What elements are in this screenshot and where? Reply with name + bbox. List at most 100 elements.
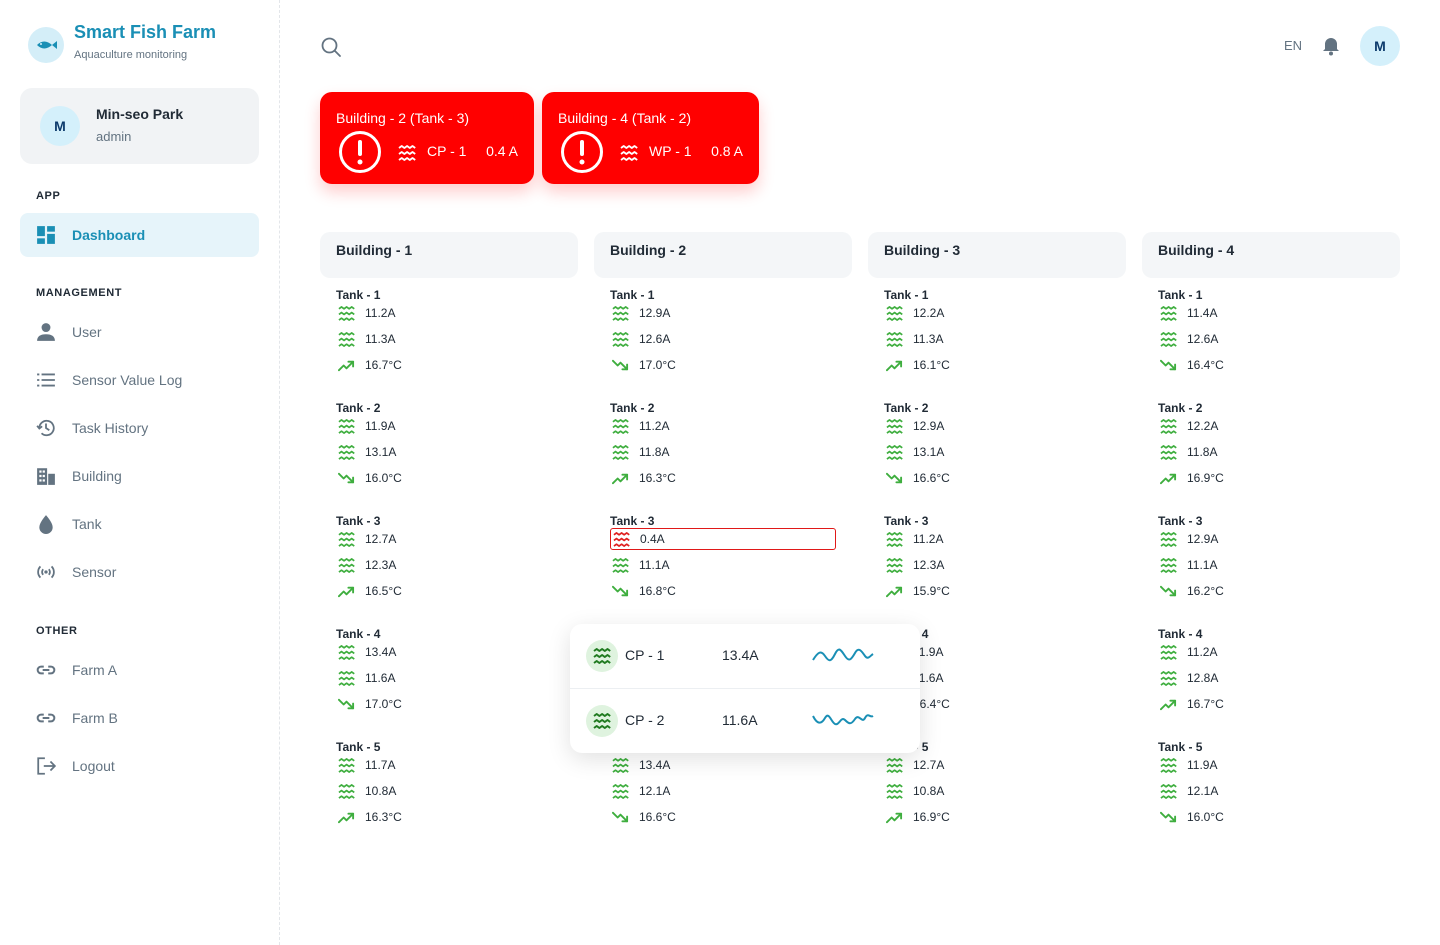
reading-value: 12.6A <box>1187 332 1219 346</box>
sensor-reading: 12.3A <box>336 554 396 576</box>
reading-value: 12.1A <box>639 784 671 798</box>
alert-sensor: WP - 1 <box>649 143 692 159</box>
reading-value: 11.9A <box>1187 758 1218 772</box>
sensor-reading: 11.7A <box>336 754 395 776</box>
sensor-reading: 11.2A <box>884 528 943 550</box>
language-button[interactable]: EN <box>1284 38 1303 53</box>
reading-value: 16.4°C <box>1187 358 1224 372</box>
nav-item[interactable]: User <box>20 310 259 354</box>
sensor-reading: 16.7°C <box>336 354 402 376</box>
nav-item[interactable]: Tank <box>20 502 259 546</box>
current-icon <box>1160 531 1177 548</box>
nav-label: Task History <box>72 420 149 436</box>
user-name: Min-seo Park <box>96 106 184 122</box>
nav-item[interactable]: Task History <box>20 406 259 450</box>
building-name: Building - 4 <box>1158 242 1235 258</box>
tank-name: Tank - 3 <box>336 514 381 528</box>
reading-value: 12.8A <box>1187 671 1219 685</box>
reading-value: 11.1A <box>1187 558 1218 572</box>
trend-icon <box>612 357 629 374</box>
nav-icon <box>36 419 55 437</box>
user-card[interactable]: M Min-seo Park admin <box>20 88 259 164</box>
nav-item[interactable]: Building <box>20 454 259 498</box>
sensor-reading: 12.7A <box>336 528 396 550</box>
nav-icon <box>36 665 56 675</box>
reading-value: 12.6A <box>639 332 671 346</box>
sensor-reading: 13.4A <box>610 754 670 776</box>
account-avatar[interactable]: M <box>1360 26 1400 66</box>
sensor-reading: 16.2°C <box>1158 580 1224 602</box>
sensor-reading: 11.9A <box>1158 754 1217 776</box>
popup-row: CP - 1 13.4A <box>570 624 920 688</box>
nav-label: Sensor Value Log <box>72 372 183 388</box>
sensor-reading: 11.9A <box>884 641 943 663</box>
sensor-reading: 16.3°C <box>336 806 402 828</box>
nav-item[interactable]: Dashboard <box>20 213 259 257</box>
sparkline <box>812 714 874 726</box>
sensor-reading: 16.0°C <box>1158 806 1224 828</box>
bell-icon <box>1323 38 1339 56</box>
reading-value: 0.4A <box>640 532 665 546</box>
reading-value: 13.1A <box>913 445 945 459</box>
alert-title: Building - 4 (Tank - 2) <box>558 110 692 126</box>
logo <box>28 27 64 63</box>
current-icon <box>886 444 903 461</box>
nav-label: Dashboard <box>72 227 146 243</box>
sensor-reading: 16.3°C <box>610 467 676 489</box>
current-icon <box>338 444 355 461</box>
current-icon <box>338 670 355 687</box>
reading-value: 13.1A <box>365 445 397 459</box>
tank-name: Tank - 1 <box>884 288 929 302</box>
reading-value: 16.4°C <box>913 697 950 711</box>
sensor-reading: 10.8A <box>884 780 944 802</box>
nav-item[interactable]: Sensor Value Log <box>20 358 259 402</box>
nav-item[interactable]: Farm A <box>20 648 259 692</box>
trend-icon <box>886 357 903 374</box>
sensor-reading: 11.3A <box>884 328 943 350</box>
warning-icon <box>339 131 381 173</box>
notifications-button[interactable] <box>1320 35 1342 62</box>
building-header: Building - 2 <box>594 232 852 278</box>
nav-item[interactable]: Logout <box>20 744 259 788</box>
current-icon <box>612 418 629 435</box>
reading-value: 12.7A <box>913 758 945 772</box>
current-icon <box>886 418 903 435</box>
search-button[interactable] <box>320 36 342 63</box>
current-icon <box>886 757 903 774</box>
reading-value: 12.9A <box>913 419 945 433</box>
sensor-reading: 11.4A <box>1158 302 1217 324</box>
sensor-reading: 11.2A <box>1158 641 1217 663</box>
trend-icon <box>1160 470 1177 487</box>
current-icon <box>613 531 630 548</box>
sensor-reading: 11.9A <box>336 415 395 437</box>
popup-sensor: CP - 2 <box>625 712 665 728</box>
current-icon <box>1160 757 1177 774</box>
sensor-reading: 13.1A <box>884 441 944 463</box>
popup-row: CP - 2 11.6A <box>570 689 920 753</box>
reading-value: 12.2A <box>1187 419 1219 433</box>
reading-value: 11.6A <box>913 671 944 685</box>
sidebar: Smart Fish Farm Aquaculture monitoring M… <box>0 0 280 945</box>
sensor-reading: 16.1°C <box>884 354 950 376</box>
building-header: Building - 4 <box>1142 232 1400 278</box>
sensor-reading: 16.9°C <box>884 806 950 828</box>
trend-icon <box>886 583 903 600</box>
alert-value: 0.8 A <box>711 143 743 159</box>
nav-heading: APP <box>36 190 61 202</box>
alert-sensor: CP - 1 <box>427 143 467 159</box>
reading-value: 16.7°C <box>1187 697 1224 711</box>
sensor-reading: 13.1A <box>336 441 396 463</box>
current-icon <box>338 757 355 774</box>
current-icon <box>338 331 355 348</box>
alert-card[interactable]: Building - 2 (Tank - 3) CP - 1 0.4 A <box>320 92 534 184</box>
nav-item[interactable]: Farm B <box>20 696 259 740</box>
trend-icon <box>338 470 355 487</box>
nav-label: Building <box>72 468 122 484</box>
reading-value: 11.8A <box>639 445 670 459</box>
nav-item[interactable]: Sensor <box>20 550 259 594</box>
building-name: Building - 3 <box>884 242 961 258</box>
sensor-reading: 13.4A <box>336 641 396 663</box>
alert-card[interactable]: Building - 4 (Tank - 2) WP - 1 0.8 A <box>542 92 759 184</box>
nav-label: Farm B <box>72 710 118 726</box>
building-header: Building - 1 <box>320 232 578 278</box>
